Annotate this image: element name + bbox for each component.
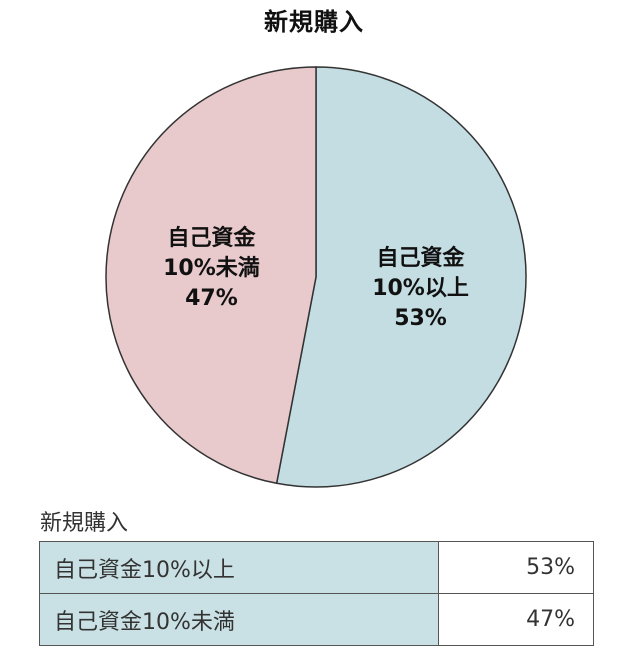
pie-slice [275, 66, 527, 488]
table-row-label: 自己資金10%以上 [39, 541, 439, 594]
table-row-value: 53% [438, 541, 594, 594]
chart-title: 新規購入 [264, 8, 364, 36]
pie-chart: 自己資金 10%以上 53% 自己資金 10%未満 47% [105, 66, 527, 488]
slice-label: 自己資金 10%以上 53% [372, 245, 469, 331]
table-row-label: 自己資金10%未満 [39, 593, 439, 646]
table-row: 自己資金10%以上 53% [39, 541, 594, 594]
table-row-value: 47% [438, 593, 594, 646]
data-table: 自己資金10%以上 53% 自己資金10%未満 47% [39, 541, 594, 646]
pie-slice [105, 66, 317, 485]
table-title: 新規購入 [40, 511, 129, 536]
table-row: 自己資金10%未満 47% [39, 593, 594, 646]
slice-label: 自己資金 10%未満 47% [163, 225, 260, 311]
